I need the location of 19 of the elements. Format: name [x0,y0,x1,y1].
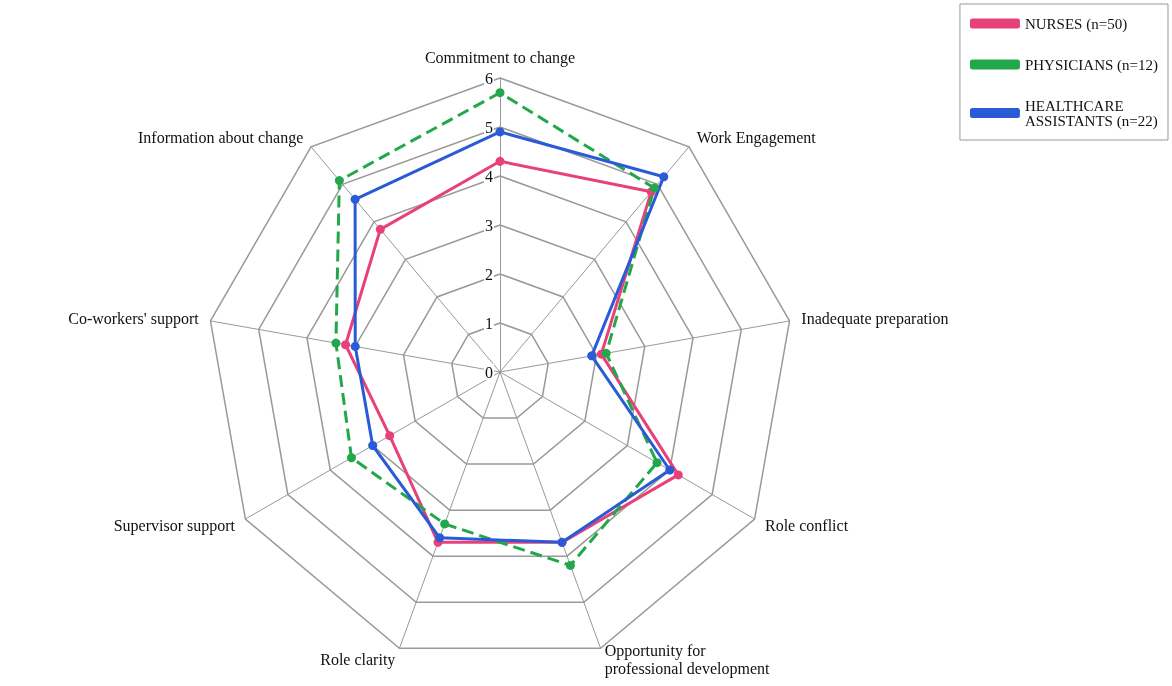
spoke-label: Information about change [138,129,304,148]
spoke-label: Opportunity for professional development [604,642,771,679]
spoke-label: Commitment to change [424,48,576,67]
y-tick-label: 0 [485,363,493,381]
legend-label: NURSES (n=50) [1024,15,1128,33]
y-tick-label: 4 [485,167,493,185]
spoke-label: Role conflict [765,516,849,534]
spoke-label: Supervisor support [113,516,236,535]
spoke-label: Co-workers' support [68,310,200,329]
y-tick-label: 3 [485,216,493,234]
legend-label: PHYSICIANS (n=12) [1024,56,1159,74]
spoke-label: Work Engagement [696,129,817,148]
y-tick-label: 2 [485,265,493,283]
legend-label: HEALTHCARE ASSISTANTS (n=22) [1024,97,1158,130]
y-tick-label: 5 [485,118,493,136]
spoke-label: Role clarity [320,651,396,670]
spoke-label: Inadequate preparation [801,310,949,329]
y-tick-label: 6 [485,69,493,87]
y-tick-label: 1 [485,314,493,332]
